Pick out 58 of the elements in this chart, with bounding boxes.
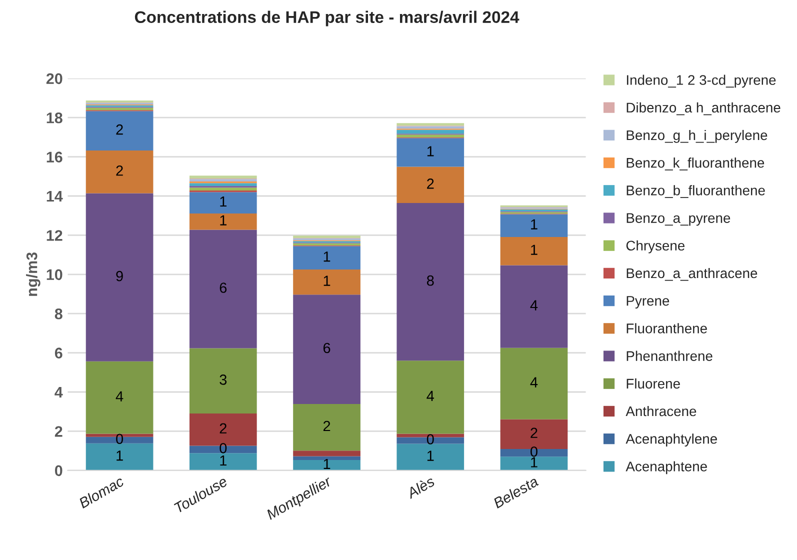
data-label: 8 — [426, 275, 434, 286]
y-tick-label: 20 — [46, 73, 62, 84]
legend-label: Benzo_g_h_i_perylene — [626, 130, 768, 143]
data-label: 6 — [323, 342, 330, 354]
data-label: 1 — [427, 146, 434, 156]
data-label: 1 — [220, 196, 227, 207]
y-tick-label: 18 — [46, 112, 62, 124]
data-label: 2 — [220, 423, 226, 434]
y-axis-title: ng/m3 — [26, 252, 40, 296]
legend-label: Dibenzo_a h_anthracene — [626, 102, 780, 116]
data-label: 9 — [116, 270, 123, 282]
data-label: 1 — [324, 458, 330, 469]
data-label: 1 — [531, 219, 538, 230]
data-label: 2 — [116, 165, 123, 176]
data-label: 4 — [116, 391, 124, 402]
data-label: 1 — [531, 457, 538, 468]
legend-label: Chrysene — [626, 240, 685, 254]
data-label: 2 — [323, 420, 330, 432]
data-label: 2 — [427, 178, 434, 189]
legend-label: Benzo_a_anthracene — [626, 268, 758, 281]
data-label: 6 — [220, 282, 227, 293]
data-label: 4 — [530, 300, 538, 310]
data-label: 0 — [530, 446, 538, 457]
y-tick-label: 12 — [46, 230, 62, 241]
y-tick-label: 10 — [46, 269, 62, 280]
data-label: 1 — [220, 456, 227, 466]
legend-label: Fluorene — [626, 378, 680, 389]
chart-title: Concentrations de HAP par site - mars/avril 2024 — [134, 10, 520, 26]
data-label: 1 — [324, 252, 330, 262]
x-tick-label: Alès — [405, 475, 436, 500]
y-tick-label: 0 — [54, 465, 62, 476]
legend-label: Acenaphtylene — [626, 434, 717, 447]
data-label: 4 — [530, 377, 538, 388]
legend-label: Anthracene — [626, 406, 696, 416]
legend-label: Phenanthrene — [626, 350, 712, 361]
legend-label: Benzo_a_pyrene — [626, 213, 730, 226]
data-label: 1 — [531, 244, 538, 255]
y-tick-label: 4 — [54, 387, 63, 398]
y-tick-label: 14 — [46, 191, 63, 202]
legend-label: Fluoranthene — [626, 323, 707, 334]
data-label: 1 — [116, 450, 123, 461]
legend-label: Pyrene — [626, 296, 670, 309]
legend-label: Benzo_k_fluoranthene — [626, 158, 764, 170]
y-tick-label: 16 — [46, 152, 62, 162]
data-label: 3 — [220, 374, 227, 385]
legend-label: Acenaphtene — [626, 461, 707, 474]
data-label: 1 — [220, 215, 227, 226]
y-tick-label: 8 — [54, 308, 62, 320]
data-label: 0 — [220, 443, 227, 454]
y-tick-label: 6 — [54, 348, 62, 358]
legend-label: Benzo_b_fluoranthene — [626, 185, 765, 198]
legend-label: Indeno_1 2 3-cd_pyrene — [626, 74, 776, 88]
data-label: 1 — [427, 450, 434, 461]
y-tick-label: 2 — [54, 426, 62, 437]
data-label: 2 — [116, 124, 123, 135]
data-label: 1 — [324, 276, 330, 286]
data-label: 2 — [530, 428, 538, 438]
data-label: 4 — [426, 390, 434, 401]
